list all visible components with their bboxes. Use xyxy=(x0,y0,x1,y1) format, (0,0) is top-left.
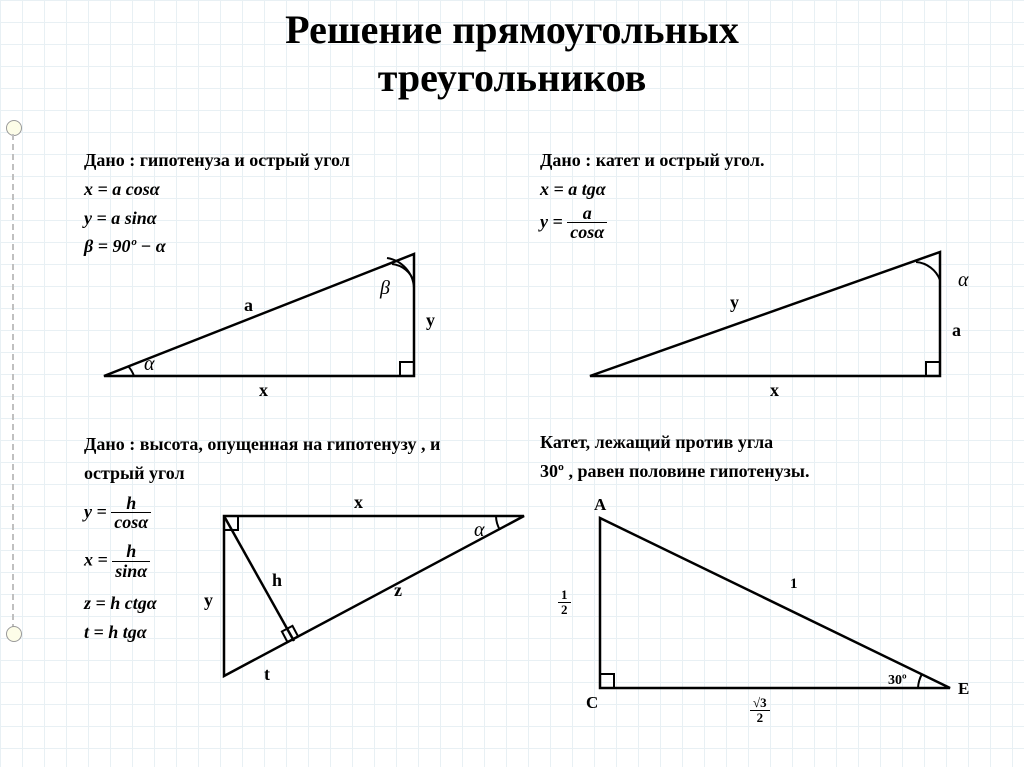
label-x2: x xyxy=(770,380,779,400)
section-2-heading: Дано : катет и острый угол. xyxy=(540,146,1000,175)
page-title-line2: треугольников xyxy=(0,54,1024,101)
section-4: Катет, лежащий против угла 30º , равен п… xyxy=(540,428,1010,486)
triangle-3: x α h y z t xyxy=(194,486,564,696)
section-3-heading: Дано : высота, опущенная на гипотенузу ,… xyxy=(84,430,504,488)
section-1-eq1: x = a cosα xyxy=(84,175,504,204)
eq31-lhs: y = xyxy=(84,501,111,521)
slide-placeholder xyxy=(6,120,20,640)
label-A: A xyxy=(594,495,607,514)
label-x3: x xyxy=(354,492,363,512)
eq2-lhs: y = xyxy=(540,211,567,231)
section-4-heading2: 30º , равен половине гипотенузы. xyxy=(540,457,1010,486)
root-den: 2 xyxy=(750,710,770,725)
page-title-line1: Решение прямоугольных xyxy=(0,6,1024,53)
label-alpha3: α xyxy=(474,519,485,541)
triangle-4: A C E 1 30º xyxy=(540,488,1000,728)
label-x: x xyxy=(259,380,268,400)
eq32-lhs: x = xyxy=(84,550,112,570)
root-num: √3 xyxy=(750,696,770,710)
eq32-num: h xyxy=(112,542,150,561)
half-num: 1 xyxy=(558,588,571,602)
section-3: Дано : высота, опущенная на гипотенузу ,… xyxy=(84,430,544,647)
section-2: Дано : катет и острый угол. x = a tgα y … xyxy=(540,146,1000,242)
half-den: 2 xyxy=(558,602,571,617)
label-y2: y xyxy=(730,292,739,312)
triangle-1: a β α x y xyxy=(84,216,484,396)
eq31-den: cosα xyxy=(111,512,151,532)
label-alpha: α xyxy=(144,353,155,375)
label-z: z xyxy=(394,580,402,600)
label-h: h xyxy=(272,570,282,590)
section-2-eq1: x = a tgα xyxy=(540,175,1000,204)
label-y3: y xyxy=(204,590,213,610)
section-4-heading1: Катет, лежащий против угла xyxy=(540,428,1010,457)
label-alpha2: α xyxy=(958,269,969,291)
eq31-num: h xyxy=(111,494,151,513)
label-E: E xyxy=(958,679,969,698)
label-30: 30º xyxy=(888,673,907,688)
label-half: 12 xyxy=(558,588,571,616)
label-t: t xyxy=(264,664,270,684)
triangle-2: y α a x xyxy=(570,216,1010,396)
section-1: Дано : гипотенуза и острый угол x = a co… xyxy=(84,146,504,261)
label-beta: β xyxy=(379,277,390,299)
label-y: y xyxy=(426,310,435,330)
label-one: 1 xyxy=(790,576,798,592)
eq32-den: sinα xyxy=(112,561,150,581)
label-root: √32 xyxy=(750,696,770,724)
label-C: C xyxy=(586,693,598,712)
label-a: a xyxy=(244,295,253,315)
label-a2: a xyxy=(952,320,961,340)
section-1-heading: Дано : гипотенуза и острый угол xyxy=(84,146,504,175)
